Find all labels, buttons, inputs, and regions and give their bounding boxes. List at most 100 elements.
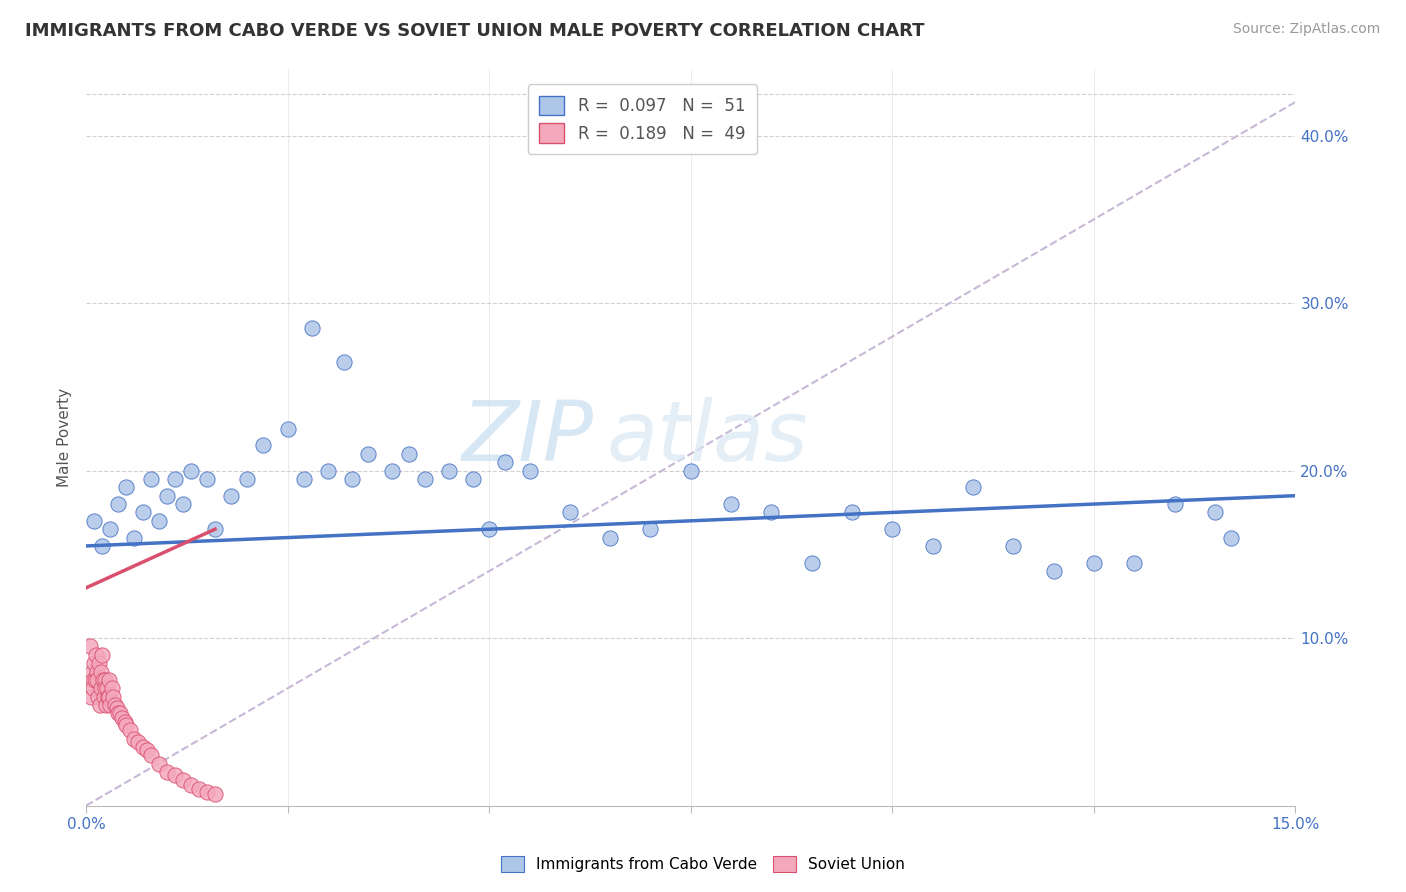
Point <box>195 472 218 486</box>
Legend: Immigrants from Cabo Verde, Soviet Union: Immigrants from Cabo Verde, Soviet Union <box>494 848 912 880</box>
Point <box>172 497 194 511</box>
Point <box>84 673 107 687</box>
Point <box>96 698 118 712</box>
Point <box>83 657 105 671</box>
Point <box>98 690 121 704</box>
Point <box>97 690 120 704</box>
Point <box>79 640 101 654</box>
Point <box>139 472 162 486</box>
Point <box>124 731 146 746</box>
Point <box>87 657 110 671</box>
Point <box>679 464 702 478</box>
Text: atlas: atlas <box>606 397 807 477</box>
Point <box>90 665 112 679</box>
Point <box>139 748 162 763</box>
Point <box>115 718 138 732</box>
Point <box>180 779 202 793</box>
Point <box>111 711 134 725</box>
Point <box>599 531 621 545</box>
Point <box>84 648 107 662</box>
Point <box>89 698 111 712</box>
Text: IMMIGRANTS FROM CABO VERDE VS SOVIET UNION MALE POVERTY CORRELATION CHART: IMMIGRANTS FROM CABO VERDE VS SOVIET UNI… <box>25 22 925 40</box>
Point <box>1002 539 1025 553</box>
Point <box>478 522 501 536</box>
Point <box>105 701 128 715</box>
Point <box>1163 497 1185 511</box>
Point <box>163 768 186 782</box>
Point <box>800 556 823 570</box>
Point <box>187 781 209 796</box>
Point <box>204 787 226 801</box>
Point <box>90 681 112 696</box>
Point <box>1123 556 1146 570</box>
Point <box>292 472 315 486</box>
Point <box>135 743 157 757</box>
Point <box>1042 564 1064 578</box>
Point <box>1204 505 1226 519</box>
Point <box>219 489 242 503</box>
Text: Source: ZipAtlas.com: Source: ZipAtlas.com <box>1233 22 1381 37</box>
Point <box>180 464 202 478</box>
Point <box>108 706 131 721</box>
Point <box>86 665 108 679</box>
Point <box>83 514 105 528</box>
Legend: R =  0.097   N =  51, R =  0.189   N =  49: R = 0.097 N = 51, R = 0.189 N = 49 <box>527 84 756 154</box>
Point <box>101 681 124 696</box>
Point <box>156 765 179 780</box>
Point <box>120 723 142 738</box>
Point <box>1083 556 1105 570</box>
Point <box>163 472 186 486</box>
Point <box>107 497 129 511</box>
Point <box>156 489 179 503</box>
Point <box>115 480 138 494</box>
Point <box>841 505 863 519</box>
Point <box>87 690 110 704</box>
Point <box>461 472 484 486</box>
Point <box>148 514 170 528</box>
Point <box>640 522 662 536</box>
Point <box>104 698 127 712</box>
Point <box>494 455 516 469</box>
Point <box>91 539 114 553</box>
Point <box>252 438 274 452</box>
Point <box>103 690 125 704</box>
Point <box>316 464 339 478</box>
Point <box>381 464 404 478</box>
Point <box>413 472 436 486</box>
Point <box>333 354 356 368</box>
Point <box>131 505 153 519</box>
Point <box>398 447 420 461</box>
Point <box>82 681 104 696</box>
Point <box>97 673 120 687</box>
Point <box>357 447 380 461</box>
Point <box>80 665 103 679</box>
Point <box>98 698 121 712</box>
Point <box>204 522 226 536</box>
Point <box>761 505 783 519</box>
Point <box>921 539 943 553</box>
Point <box>195 785 218 799</box>
Point <box>127 735 149 749</box>
Text: ZIP: ZIP <box>463 397 593 477</box>
Point <box>86 673 108 687</box>
Point <box>519 464 541 478</box>
Point <box>107 706 129 721</box>
Point <box>882 522 904 536</box>
Point <box>114 714 136 729</box>
Point <box>962 480 984 494</box>
Point <box>131 739 153 754</box>
Point <box>172 773 194 788</box>
Point <box>148 756 170 771</box>
Point <box>558 505 581 519</box>
Point <box>98 522 121 536</box>
Point <box>80 690 103 704</box>
Point <box>82 673 104 687</box>
Point <box>96 681 118 696</box>
Point <box>91 673 114 687</box>
Point <box>236 472 259 486</box>
Point <box>340 472 363 486</box>
Point <box>437 464 460 478</box>
Y-axis label: Male Poverty: Male Poverty <box>58 387 72 487</box>
Point <box>93 690 115 704</box>
Point <box>301 321 323 335</box>
